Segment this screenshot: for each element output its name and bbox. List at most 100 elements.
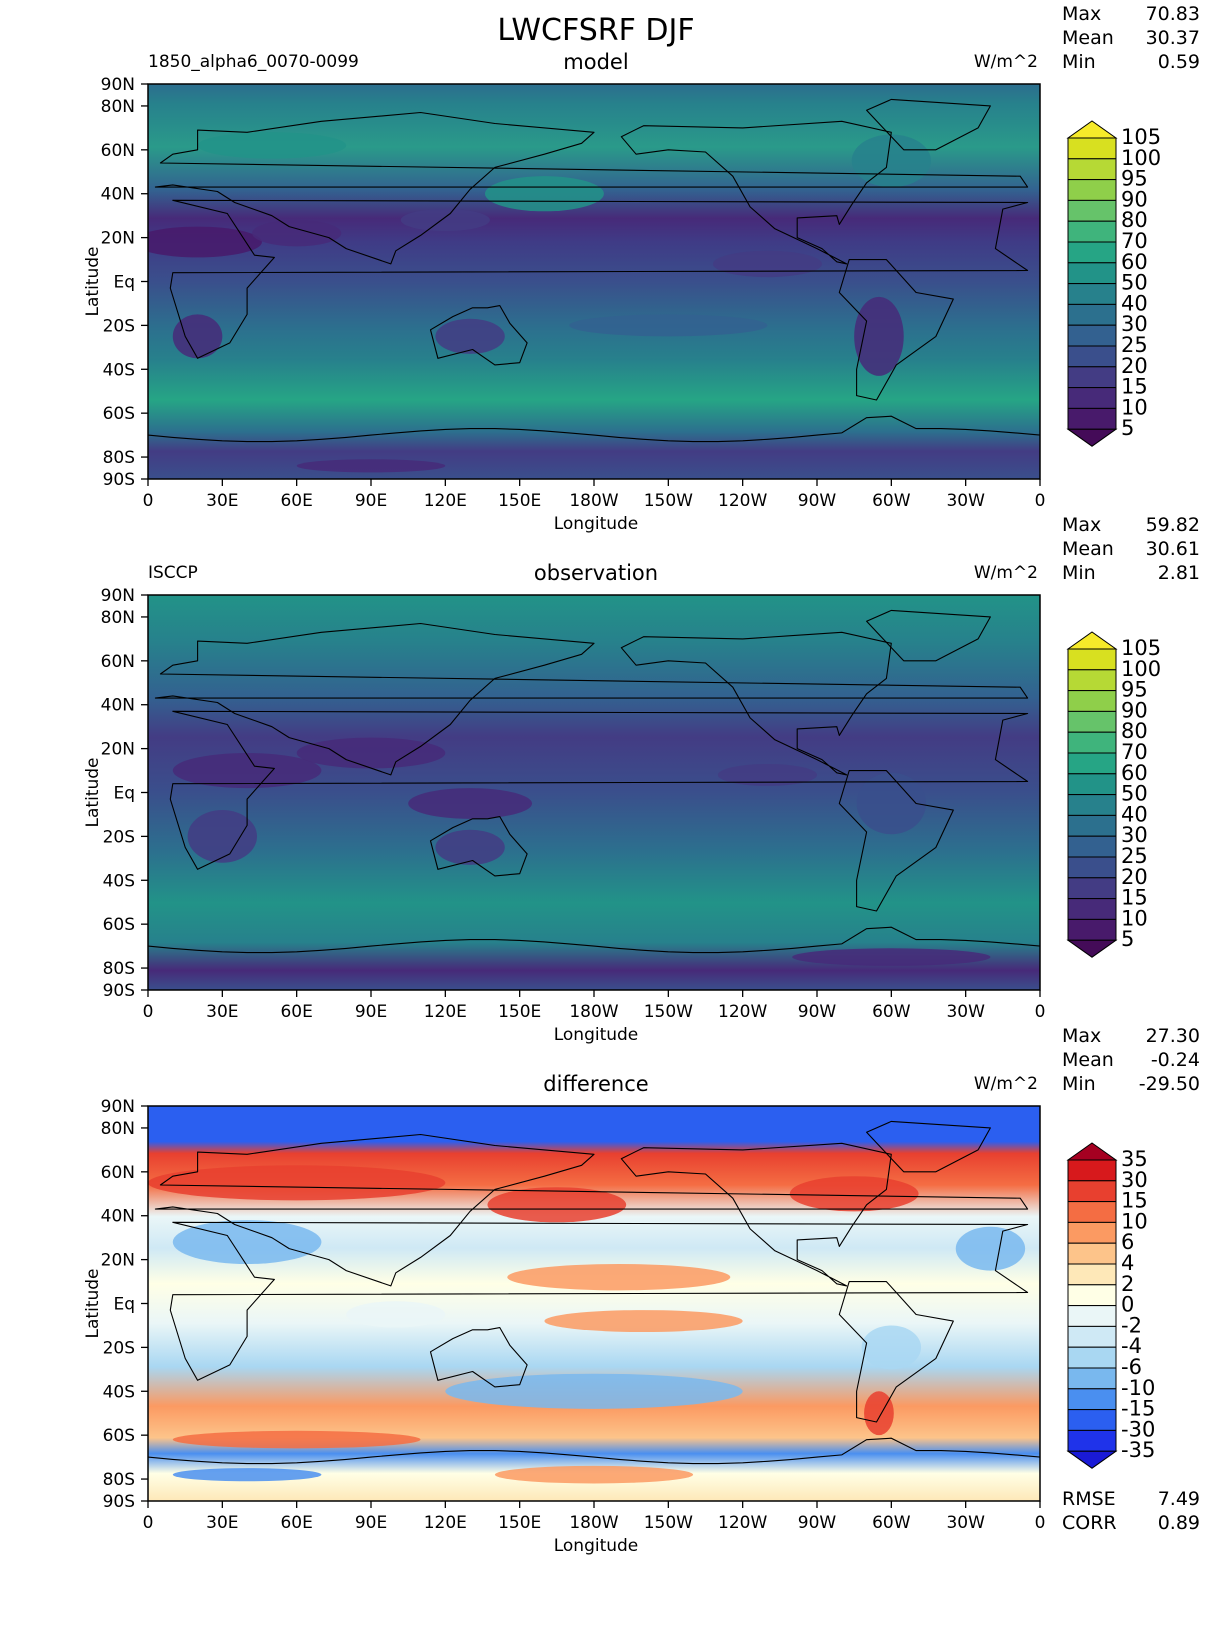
coastline [169,199,1029,359]
colorbar-label: -4 [1121,1334,1142,1358]
ytick-label: 40N [101,696,135,716]
stat-min-value: -29.50 [1139,1073,1200,1095]
xtick-label: 60E [280,1513,312,1533]
colorbar-label: 0 [1121,1293,1134,1317]
colorbar-label: 30 [1121,1168,1148,1192]
panel-title: observation [534,561,658,585]
colorbar-label: 15 [1121,375,1148,399]
ytick-label: 80S [103,959,135,979]
ytick-label: 80N [101,97,135,117]
colorbar-label: 20 [1121,865,1148,889]
y-axis-label: Latitude [83,247,103,317]
field-feature [789,1176,919,1212]
colorbar-label: 10 [1121,906,1148,930]
colorbar-box [1067,220,1117,243]
ytick-label: Eq [113,784,135,804]
coastline [429,1327,528,1388]
xtick-label: 0 [143,491,154,511]
stat-max-label: Max [1062,3,1101,25]
map-field [148,84,1040,479]
xtick-label: 0 [1035,491,1046,511]
field-feature [296,737,446,769]
colorbar-label: -2 [1121,1313,1142,1337]
colorbar-label: 50 [1121,782,1148,806]
colorbar-box [1067,1159,1117,1182]
colorbar-box [1067,1263,1117,1286]
colorbar-box [1067,648,1117,671]
colorbar-box [1067,366,1117,389]
field-feature [792,948,991,966]
xtick-label: 60E [280,1002,312,1022]
ytick-label: 60S [103,1426,135,1446]
panel-difference: difference W/m^2 Max 27.30 Mean -0.24 Min -29.5… [83,1025,1200,1556]
field-feature [172,1220,322,1264]
panel-model: model 1850_alpha6_0070-0099 W/m^2 Max 70.83 M… [83,3,1200,534]
colorbar-label: 80 [1121,208,1148,232]
ytick-label: 90S [103,981,135,1001]
ytick-label: Eq [113,273,135,293]
field-feature [445,1373,743,1409]
colorbar-label: 5 [1121,416,1134,440]
colorbar-label: 100 [1121,146,1161,170]
coastline [838,770,954,912]
ytick-label: 20S [103,1338,135,1358]
field-feature [400,209,490,232]
rmse-value: 7.49 [1158,1488,1200,1510]
colorbar-bottom-triangle [1066,939,1118,958]
colorbar-box [1067,918,1117,941]
ytick-label: 90S [103,470,135,490]
colorbar-box [1067,814,1117,837]
colorbar-box [1067,283,1117,305]
colorbar-label: 50 [1121,271,1148,295]
colorbar-bottom-triangle [1066,428,1118,447]
xtick-label: 120E [424,1002,467,1022]
field-feature [864,1391,894,1436]
colorbar-box [1067,137,1117,160]
ytick-label: 90N [101,75,135,95]
colorbar-box [1067,1305,1117,1327]
xtick-label: 60W [872,491,911,511]
ytick-label: Eq [113,1295,135,1315]
panel-title: difference [543,1072,648,1096]
xtick-label: 150W [644,1513,693,1533]
field-feature [296,459,446,473]
colorbar-box [1067,1242,1117,1265]
figure-title: LWCFSRF DJF [497,13,694,48]
colorbar-box [1067,1367,1117,1390]
colorbar-label: 25 [1121,844,1148,868]
colorbar-label: 90 [1121,698,1148,722]
stat-max-value: 59.82 [1146,514,1200,536]
panel-observation: observation ISCCP W/m^2 Max 59.82 Mean 30.61 Mi… [83,514,1200,1045]
ytick-label: 20N [101,1251,135,1271]
xtick-label: 0 [1035,1513,1046,1533]
colorbar-box [1067,324,1117,347]
colorbar-top-triangle [1066,1142,1118,1161]
ytick-label: 80S [103,448,135,468]
colorbar-box [1067,1180,1117,1203]
field-feature [148,1165,446,1201]
xtick-label: 90E [355,1513,387,1533]
xtick-label: 120W [718,491,767,511]
field-feature [854,296,904,376]
colorbar-box [1067,1346,1117,1369]
stat-mean-value: -0.24 [1151,1049,1200,1071]
xtick-label: 120E [424,491,467,511]
ytick-label: 60N [101,141,135,161]
xtick-label: 0 [143,1513,154,1533]
xtick-label: 0 [1035,1002,1046,1022]
field-feature [187,810,258,863]
colorbar-label: 6 [1121,1230,1134,1254]
colorbar-box [1067,1221,1117,1244]
colorbar-label: -15 [1121,1397,1155,1421]
colorbar-box [1067,877,1117,900]
xtick-label: 150E [498,491,541,511]
field-feature [435,829,505,865]
colorbar-box [1067,710,1117,733]
colorbar-box [1067,1284,1117,1307]
coastline-antarctica [148,1437,1040,1465]
stat-min-value: 0.59 [1158,51,1200,73]
stat-mean-label: Mean [1062,1049,1114,1071]
colorbar-label: 10 [1121,395,1148,419]
coastline [620,631,892,776]
colorbar-box [1067,241,1117,264]
